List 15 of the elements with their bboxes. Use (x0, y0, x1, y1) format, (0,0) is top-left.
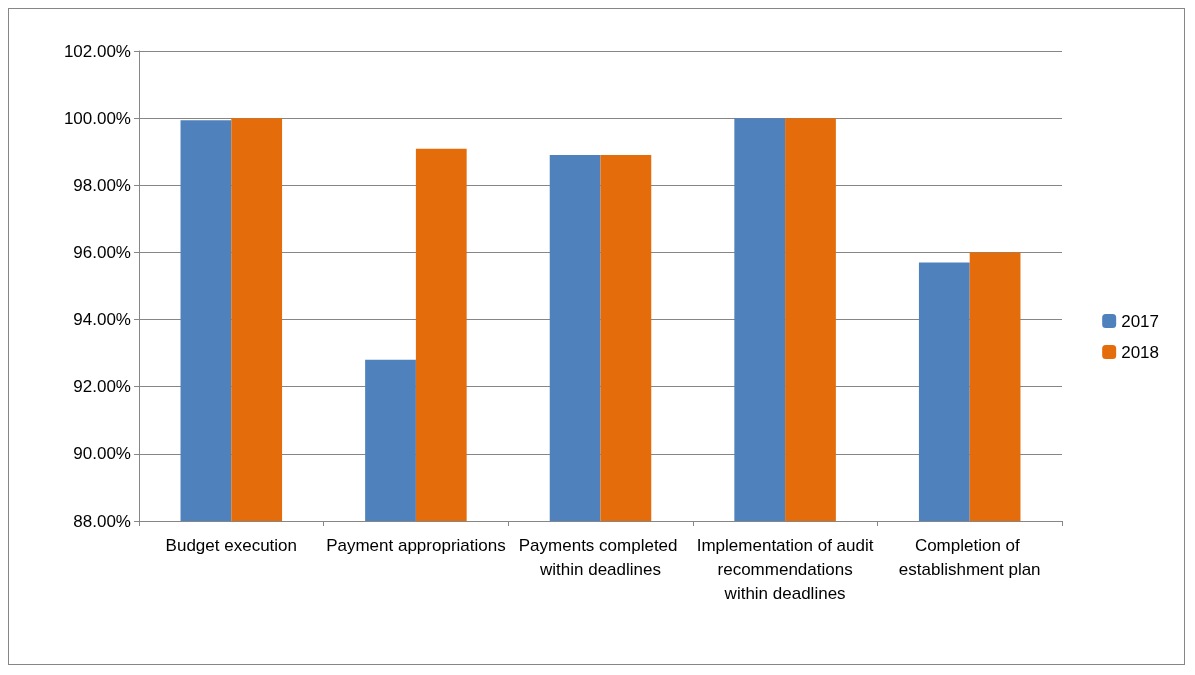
x-tick-label: Payment appropriations (326, 535, 506, 555)
y-tick-label: 96.00% (73, 242, 131, 262)
y-tick-label: 100.00% (63, 108, 131, 128)
x-tick-label: Budget execution (165, 535, 297, 555)
y-tick-label: 92.00% (73, 377, 131, 397)
y-tick-label: 102.00% (63, 41, 131, 61)
legend-label: 2018 (1121, 342, 1160, 362)
x-tick-label: Completion of establishment plan (898, 535, 1041, 579)
y-tick-label: 88.00% (73, 511, 131, 531)
x-tick-label: Payments completed within deadlines (518, 535, 683, 579)
y-tick-label: 98.00% (73, 175, 131, 195)
y-tick-label: 94.00% (73, 310, 131, 330)
x-tick-label: Implementation of audit recommendations within deadlines (696, 535, 874, 603)
legend-label: 2017 (1121, 311, 1160, 331)
y-tick-label: 90.00% (73, 444, 131, 464)
